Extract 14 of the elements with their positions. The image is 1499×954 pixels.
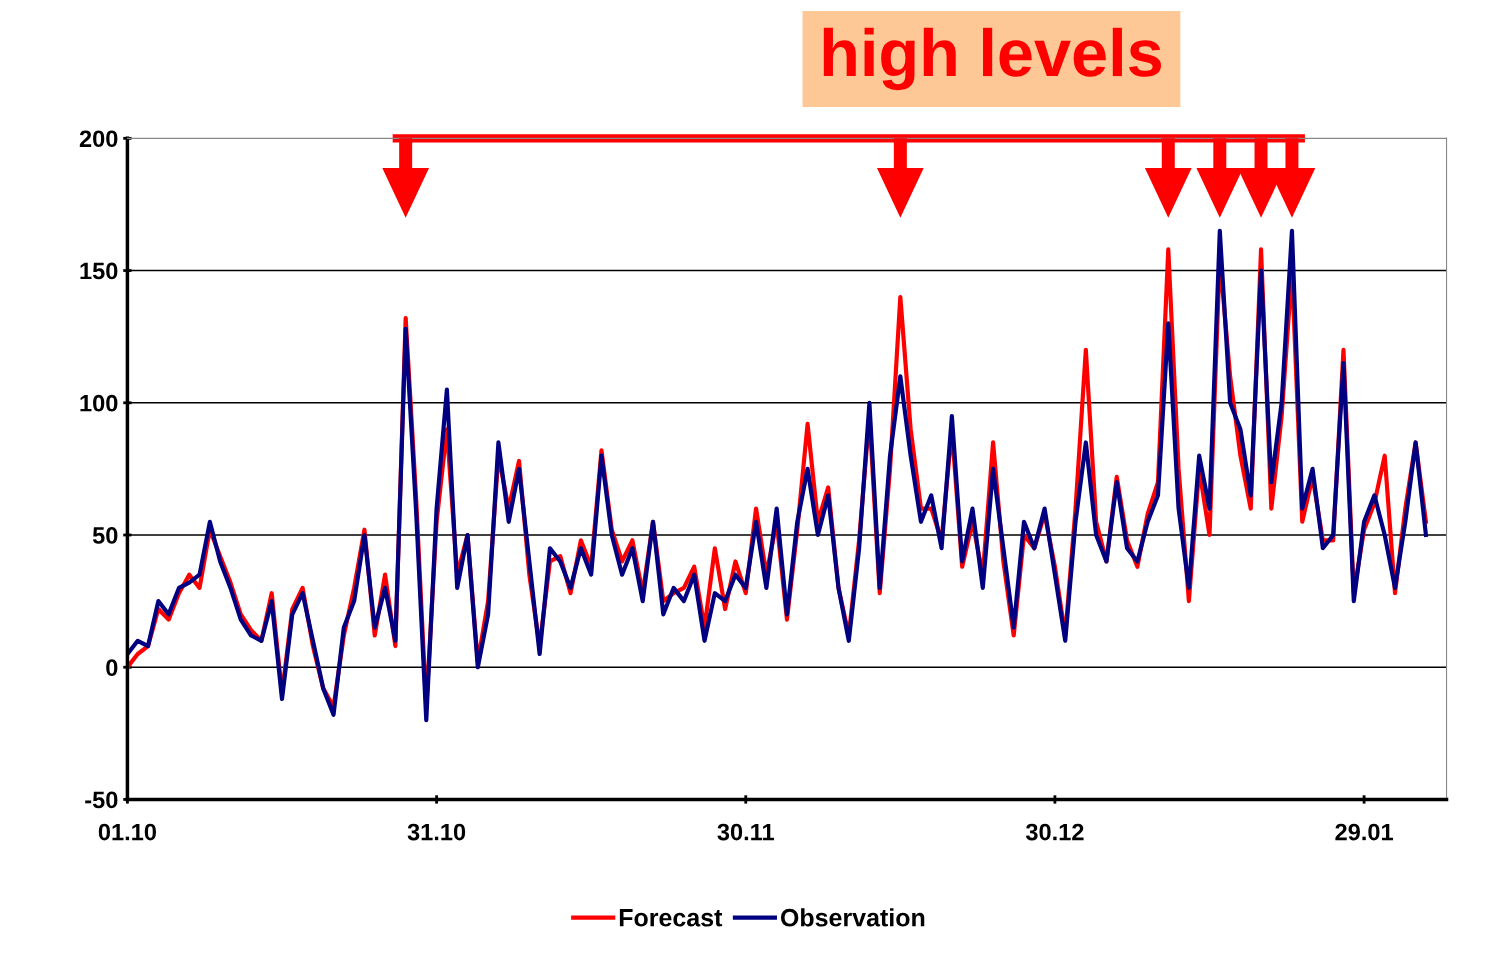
x-tick-label: 30.11 xyxy=(717,823,774,841)
y-tick-label: 50 xyxy=(92,527,118,544)
y-tick-label: 100 xyxy=(80,394,118,412)
text: high levels xyxy=(823,27,1161,91)
legend-label: Forecast xyxy=(619,909,723,927)
x-tick-label: 01.10 xyxy=(98,823,156,841)
x-tick-label: 30.12 xyxy=(1025,823,1084,841)
legend-label: Observation xyxy=(780,908,925,927)
x-tick-label: 31.10 xyxy=(407,823,466,841)
y-tick-label: 0 xyxy=(106,659,118,677)
y-tick-label: 150 xyxy=(80,262,118,280)
y-tick-label: -50 xyxy=(85,791,118,809)
x-tick-label: 29.01 xyxy=(1335,823,1393,841)
y-tick-label: 200 xyxy=(79,130,118,148)
